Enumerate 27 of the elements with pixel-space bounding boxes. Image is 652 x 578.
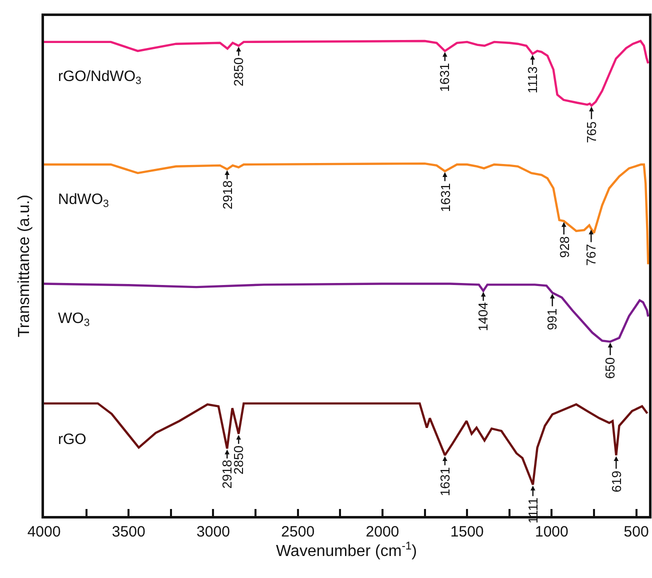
annotation: 1631 (436, 62, 452, 92)
series-label: WO$_{3}$ (58, 310, 90, 330)
annotation: 991 (544, 308, 560, 330)
annotation: 1631 (438, 183, 453, 212)
x-tick-label: 500 (624, 524, 649, 540)
annotation: 650 (602, 357, 618, 379)
annotation: 1113 (524, 66, 540, 94)
x-tick-label: 1000 (535, 524, 568, 540)
x-tick-label: 3500 (112, 524, 146, 540)
x-tick-label: 1500 (450, 524, 484, 540)
y-axis-title: Transmittance (a.u.) (16, 194, 34, 338)
annotation: 928 (556, 236, 572, 258)
x-tick-label: 3000 (196, 524, 230, 540)
x-tick-label: 2500 (281, 524, 315, 540)
annotation: 1631 (438, 467, 453, 496)
annotation: 2850 (230, 57, 246, 86)
series-label: rGO (58, 431, 86, 448)
annotation: 765 (584, 121, 599, 144)
annotation: 619 (608, 470, 624, 492)
annotation: 767 (583, 244, 598, 266)
annotation: 1404 (475, 302, 490, 332)
x-tick-label: 2000 (366, 524, 400, 540)
annotation: 2918 (220, 180, 235, 210)
series-label: rGO/NdWO$_{3}$ (58, 68, 142, 88)
x-axis-title: Wavenumber (cm$^{-1}$) (276, 540, 417, 560)
series-label: NdWO$_{3}$ (58, 191, 109, 210)
x-tick-label: 4000 (27, 524, 61, 540)
